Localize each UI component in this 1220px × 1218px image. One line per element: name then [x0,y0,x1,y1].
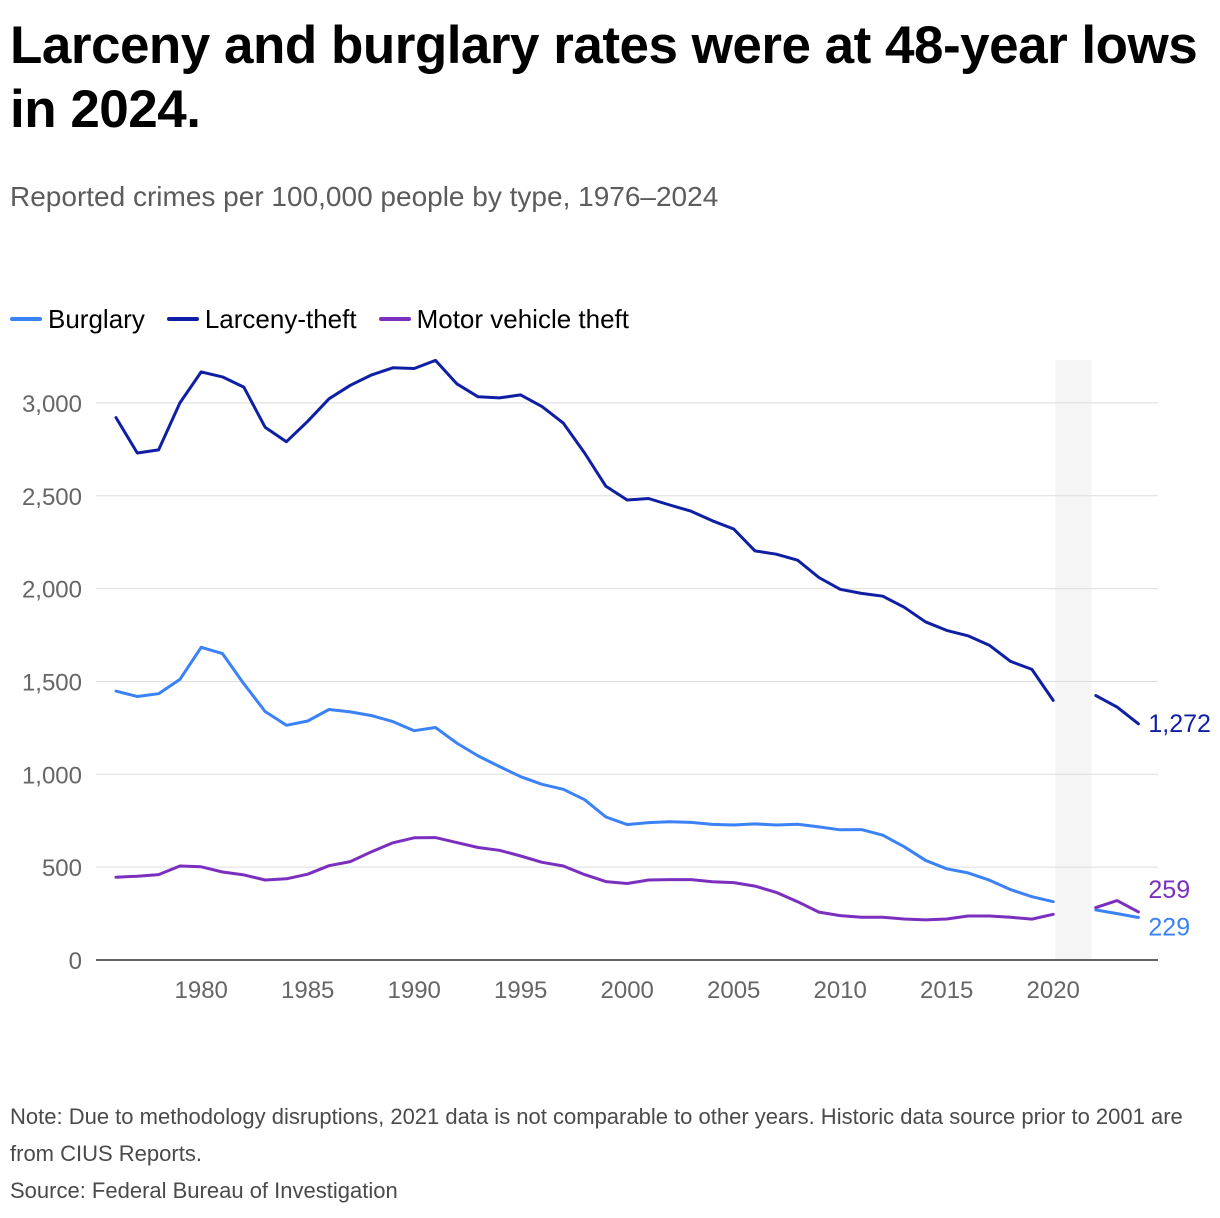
series-line-larceny-theft [114,358,1055,702]
end-label-motor-vehicle-theft: 259 [1148,876,1190,904]
series-line-burglary [114,645,1055,904]
legend-swatch-motor-vehicle-theft [378,317,411,321]
source-note: Source: Federal Bureau of Investigation [10,1178,398,1203]
chart-subtitle: Reported crimes per 100,000 people by ty… [10,181,719,212]
end-label-larceny-theft: 1,272 [1148,710,1211,738]
highlight-band-2021 [1055,360,1092,960]
legend-label-motor-vehicle-theft: Motor vehicle theft [416,303,630,334]
y-tick-label: 3,000 [22,391,82,418]
x-tick-label: 2000 [601,977,654,1004]
chart-notes: Note: Due to methodology disruptions, 20… [10,1098,1210,1209]
legend-item-motor-vehicle-theft: Motor vehicle theft [378,303,630,335]
legend-swatch-burglary [10,317,42,321]
legend-swatch-larceny-theft [166,317,199,321]
y-tick-label: 2,000 [22,577,82,604]
methodology-note: Note: Due to methodology disruptions, 20… [10,1104,1183,1166]
legend-item-burglary: Burglary [10,304,145,335]
series-line-motor-vehicle-theft [114,836,1055,922]
chart-title: Larceny and burglary rates were at 48-ye… [10,16,1198,139]
x-tick-label: 2010 [814,977,867,1004]
legend-label-larceny-theft: Larceny-theft [204,303,357,334]
end-label-burglary: 229 [1148,913,1190,941]
y-tick-label: 0 [69,948,82,975]
x-tick-label: 2020 [1027,977,1080,1004]
y-tick-label: 1,500 [22,669,82,696]
legend-label-burglary: Burglary [48,303,145,334]
series-line-larceny-theft-segment-2 [1094,694,1140,726]
x-tick-label: 1980 [175,977,228,1004]
series-line-burglary-segment-2 [1094,908,1140,919]
line-chart: 0 500 1,000 1,500 2,000 2,500 3,000 1980 1985 199… [22,358,1211,1004]
x-tick-label: 2005 [707,977,760,1004]
series-line-motor-vehicle-theft-segment-2 [1094,899,1140,914]
x-tick-label: 2015 [920,977,973,1004]
x-tick-label: 1995 [494,977,547,1004]
y-tick-label: 500 [42,855,82,882]
legend: Burglary Larceny-theft Motor vehicle the… [10,302,651,336]
legend-item-larceny-theft: Larceny-theft [166,303,357,335]
x-tick-label: 1985 [281,977,334,1004]
x-tick-label: 1990 [388,977,441,1004]
y-tick-label: 2,500 [22,484,82,511]
y-tick-label: 1,000 [22,762,82,789]
